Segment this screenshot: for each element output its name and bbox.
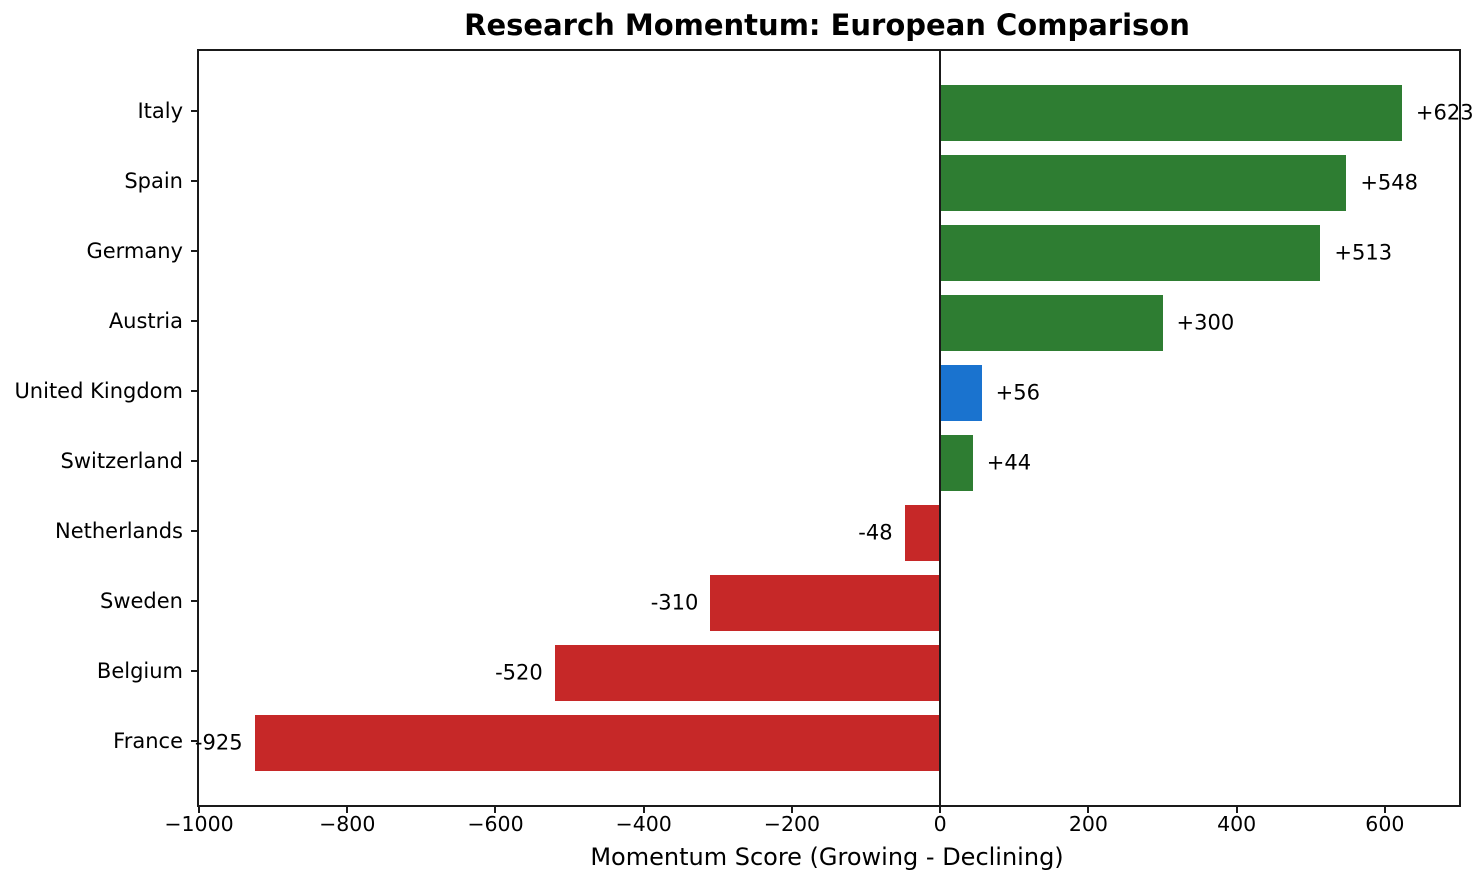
y-tick-label-switzerland: Switzerland <box>60 449 184 473</box>
x-tick-label-200: 200 <box>1068 812 1108 836</box>
bar-value-label-austria: +300 <box>1176 310 1235 335</box>
y-tick-label-netherlands: Netherlands <box>54 519 183 543</box>
bar-value-label-france: -925 <box>194 730 243 755</box>
y-tick-mark-netherlands <box>191 530 199 532</box>
x-tick-label--600: −600 <box>467 812 524 836</box>
x-tick-label--400: −400 <box>615 812 672 836</box>
bar-italy <box>940 85 1402 141</box>
x-tick-label-600: 600 <box>1365 812 1405 836</box>
y-tick-label-italy: Italy <box>137 99 183 123</box>
bar-value-label-sweden: -310 <box>650 590 699 615</box>
bar-austria <box>940 295 1163 351</box>
y-tick-label-belgium: Belgium <box>96 659 183 683</box>
bar-value-label-netherlands: -48 <box>858 520 893 545</box>
bar-belgium <box>554 645 941 701</box>
y-tick-mark-italy <box>191 110 199 112</box>
x-tick-label-400: 400 <box>1217 812 1257 836</box>
bar-value-label-germany: +513 <box>1334 240 1393 265</box>
y-tick-label-sweden: Sweden <box>100 589 183 613</box>
y-tick-mark-sweden <box>191 600 199 602</box>
bar-germany <box>940 225 1321 281</box>
zero-axis-line <box>939 51 942 805</box>
x-tick-mark--600 <box>494 805 497 813</box>
bar-value-label-belgium: -520 <box>495 660 543 685</box>
x-tick-mark-200 <box>1087 805 1090 813</box>
bar-value-label-italy: +623 <box>1415 100 1474 125</box>
chart-title: Research Momentum: European Comparison <box>464 8 1190 42</box>
y-tick-label-spain: Spain <box>124 169 183 193</box>
x-tick-label--1000: −1000 <box>164 812 234 836</box>
bar-value-label-spain: +548 <box>1360 170 1419 195</box>
x-tick-label-0: 0 <box>933 812 947 836</box>
x-tick-mark-600 <box>1383 805 1386 813</box>
y-tick-label-france: France <box>113 729 183 753</box>
bar-spain <box>940 155 1347 211</box>
y-tick-label-germany: Germany <box>86 239 183 263</box>
y-tick-label-austria: Austria <box>108 309 183 333</box>
x-tick-mark--1000 <box>198 805 200 813</box>
x-tick-mark-400 <box>1235 805 1238 813</box>
x-tick-mark--200 <box>790 805 793 813</box>
y-tick-label-united-kingdom: United Kingdom <box>14 379 183 403</box>
plot-area: +623 +548 +513 +300 +56 +44 -48 -310 -520 -925 <box>194 49 1474 807</box>
x-axis-title: Momentum Score (Growing - Declining) <box>590 843 1064 871</box>
y-tick-mark-spain <box>191 180 199 182</box>
bar-netherlands <box>904 505 941 561</box>
x-tick-label--800: −800 <box>319 812 376 836</box>
bar-value-label-switzerland: +44 <box>986 450 1032 475</box>
y-tick-mark-austria <box>191 320 199 322</box>
bar-united-kingdom <box>940 365 982 421</box>
x-tick-mark--800 <box>346 805 349 813</box>
x-tick-mark--400 <box>642 805 645 813</box>
y-tick-mark-united-kingdom <box>191 390 199 392</box>
bar-france <box>254 715 941 771</box>
bar-value-label-united-kingdom: +56 <box>995 380 1040 405</box>
x-tick-mark-0 <box>939 805 942 813</box>
bar-switzerland <box>940 435 973 491</box>
bar-sweden <box>710 575 941 631</box>
y-tick-mark-france <box>191 740 199 742</box>
y-tick-mark-germany <box>191 250 199 252</box>
x-tick-label--200: −200 <box>763 812 821 836</box>
y-tick-mark-belgium <box>191 670 199 672</box>
y-tick-mark-switzerland <box>191 460 199 462</box>
